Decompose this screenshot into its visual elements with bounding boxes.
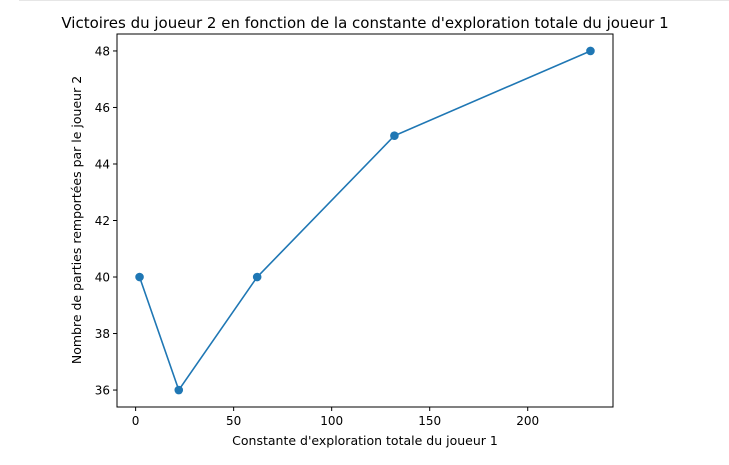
x-axis-label: Constante d'exploration totale du joueur… <box>232 433 498 448</box>
x-tick-label: 50 <box>226 414 241 428</box>
series-layer <box>135 46 595 395</box>
x-tick-label: 0 <box>132 414 140 428</box>
x-tick-label: 100 <box>320 414 343 428</box>
data-point <box>586 46 595 56</box>
data-point <box>135 272 144 282</box>
data-point <box>252 272 262 282</box>
series-line <box>138 50 591 391</box>
y-tick-label: 36 <box>95 384 110 398</box>
y-tick-label: 40 <box>95 271 110 285</box>
data-point <box>390 131 399 141</box>
y-tick-label: 42 <box>95 214 110 228</box>
x-tick-label: 200 <box>516 414 539 428</box>
y-axis-label: Nombre de parties remportées par le joue… <box>69 76 84 364</box>
top-rule <box>19 0 729 1</box>
x-tick-label: 150 <box>418 414 441 428</box>
plot-area: 0 50 100 150 200 36 38 40 42 44 46 48 <box>95 33 614 428</box>
plot-frame <box>116 33 614 408</box>
y-tick-label: 48 <box>95 44 110 58</box>
data-point <box>174 385 184 395</box>
y-tick-label: 38 <box>95 327 110 341</box>
y-tick-label: 46 <box>95 101 110 115</box>
chart-title: Victoires du joueur 2 en fonction de la … <box>61 14 668 32</box>
y-tick-label: 44 <box>95 157 110 171</box>
x-axis: 0 50 100 150 200 <box>132 407 539 428</box>
y-axis: 36 38 40 42 44 46 48 <box>95 44 117 398</box>
